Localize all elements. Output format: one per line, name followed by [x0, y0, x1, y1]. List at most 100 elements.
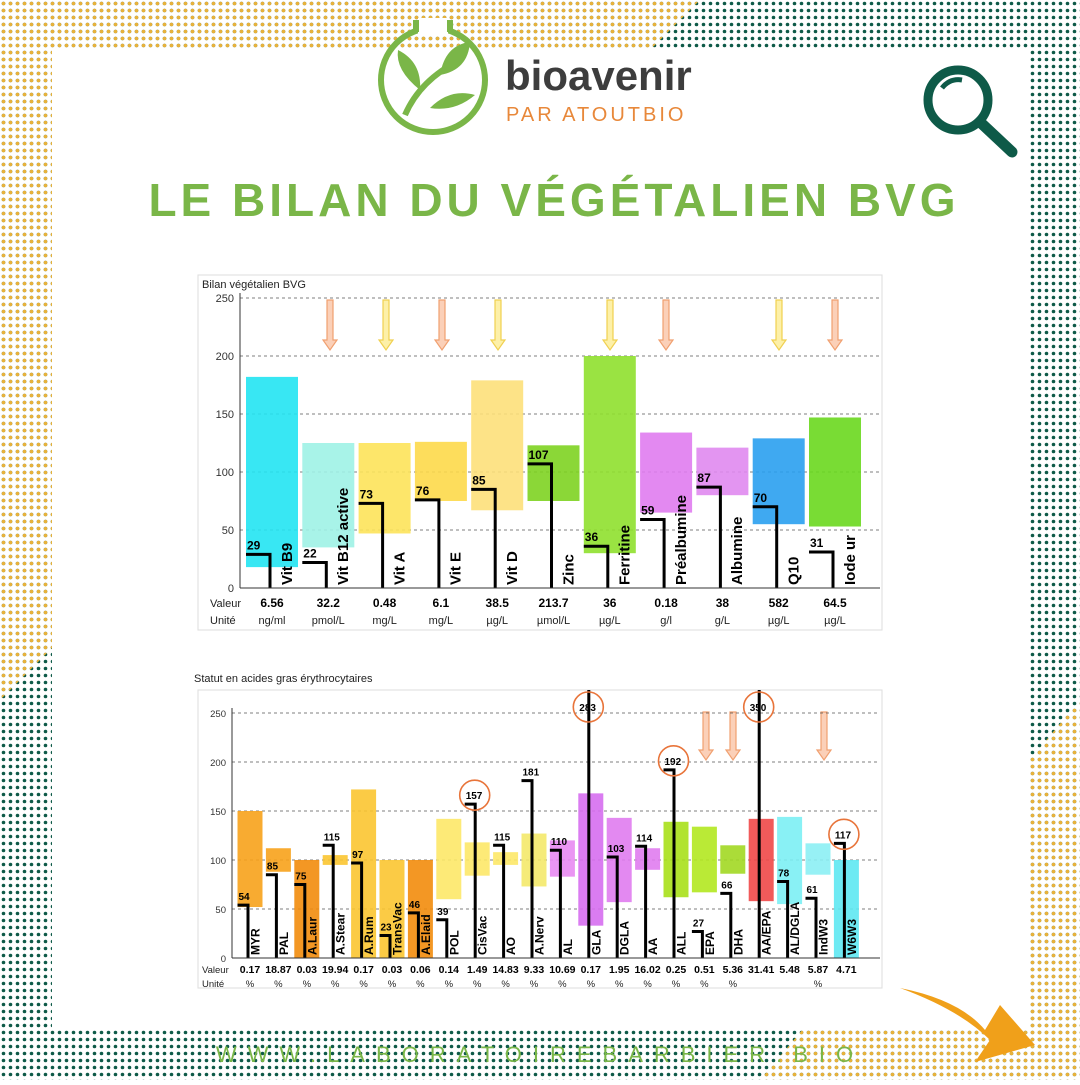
value-marker	[246, 552, 272, 588]
value-marker	[265, 873, 278, 958]
data-label: 97	[352, 850, 364, 861]
unit: %	[530, 979, 539, 990]
category-label: GLA	[589, 929, 603, 955]
raw-value: 64.5	[823, 596, 847, 610]
value-marker	[606, 855, 619, 958]
data-label: 103	[608, 844, 625, 855]
value-marker	[635, 844, 648, 958]
value-marker	[757, 690, 761, 958]
data-label: 85	[472, 473, 486, 487]
value-marker	[696, 485, 722, 588]
raw-value: 213.7	[538, 596, 568, 610]
highlight-circle	[458, 779, 491, 811]
reference-range	[464, 842, 490, 876]
reference-range	[322, 855, 348, 865]
data-label: 36	[585, 530, 599, 544]
raw-value: 14.83	[492, 964, 518, 976]
value-marker	[587, 690, 591, 958]
category-label: ALL	[675, 932, 689, 955]
reference-range	[351, 789, 377, 958]
unit: pmol/L	[312, 615, 345, 627]
unit: µg/L	[486, 615, 508, 627]
category-label: Vit B9	[279, 543, 296, 585]
raw-value: 4.71	[836, 964, 857, 976]
raw-value: 0.25	[666, 964, 687, 976]
raw-value: 6.1	[433, 596, 450, 610]
data-label: 181	[523, 768, 540, 779]
unit: %	[501, 979, 510, 990]
y-tick-label: 0	[228, 583, 234, 595]
row-label: Unité	[210, 615, 236, 627]
website: WWW.LABORATOIREBARBIER.BIO	[216, 1042, 864, 1067]
data-label: 115	[494, 832, 511, 843]
chart	[232, 690, 880, 959]
category-label: A.Laur	[305, 917, 319, 955]
raw-value: 0.48	[373, 596, 397, 610]
data-label: 283	[579, 703, 596, 714]
highlight-circle	[657, 745, 690, 777]
value-marker	[583, 544, 610, 588]
value-marker	[436, 918, 449, 958]
unit: %	[388, 979, 397, 990]
chart-title: Bilan végétalien BVG	[202, 279, 306, 291]
y-tick-label: 50	[222, 525, 234, 537]
value-marker	[294, 883, 307, 958]
unit: %	[729, 979, 738, 990]
reference-range	[583, 356, 636, 554]
category-label: A.Stear	[334, 913, 348, 955]
value-marker	[493, 843, 506, 958]
data-label: 66	[721, 880, 733, 891]
chart	[240, 297, 880, 589]
data-label: 70	[754, 491, 768, 505]
reference-range	[752, 438, 805, 525]
reference-range	[407, 860, 433, 958]
unit: %	[700, 979, 709, 990]
y-tick-label: 100	[210, 856, 226, 867]
value-marker	[549, 848, 562, 958]
value-marker	[358, 501, 385, 588]
raw-value: 0.17	[581, 964, 602, 976]
unit: %	[473, 979, 482, 990]
raw-value: 0.03	[382, 964, 403, 976]
reference-range	[640, 432, 693, 513]
category-label: AL	[561, 939, 575, 955]
category-label: Vit D	[504, 551, 521, 585]
data-label: 117	[835, 830, 852, 841]
value-marker	[521, 779, 534, 958]
data-label: 110	[551, 837, 568, 848]
raw-value: 0.17	[353, 964, 374, 976]
data-label: 107	[529, 448, 549, 462]
unit: %	[643, 979, 652, 990]
row-label: Valeur	[202, 965, 229, 976]
y-tick-label: 100	[216, 467, 234, 479]
raw-value: 0.17	[240, 964, 261, 976]
unit: g/l	[660, 615, 672, 627]
raw-value: 0.51	[694, 964, 715, 976]
data-label: 61	[807, 885, 819, 896]
raw-value: 0.14	[439, 964, 460, 976]
category-label: Vit E	[448, 552, 465, 585]
reference-range	[436, 818, 462, 900]
value-marker	[805, 896, 818, 958]
unit: %	[416, 979, 425, 990]
value-marker	[414, 498, 441, 588]
value-marker	[720, 891, 733, 958]
page-title: LE BILAN DU VÉGÉTALIEN BVG	[148, 174, 959, 226]
data-label: 114	[636, 833, 653, 844]
category-label: W6W3	[845, 919, 859, 955]
raw-value: 1.49	[467, 964, 488, 976]
category-label: Iode ur	[842, 535, 859, 585]
raw-value: 38.5	[486, 596, 510, 610]
raw-value: 38	[716, 596, 730, 610]
reference-range	[379, 860, 405, 958]
category-label: A.Rum	[362, 916, 376, 955]
unit: %	[359, 979, 368, 990]
raw-value: 1.95	[609, 964, 630, 976]
raw-value: 16.02	[634, 964, 660, 976]
category-label: MYR	[249, 928, 263, 955]
reference-range	[302, 443, 355, 548]
value-marker	[752, 505, 779, 588]
category-label: CisVac	[476, 915, 490, 955]
